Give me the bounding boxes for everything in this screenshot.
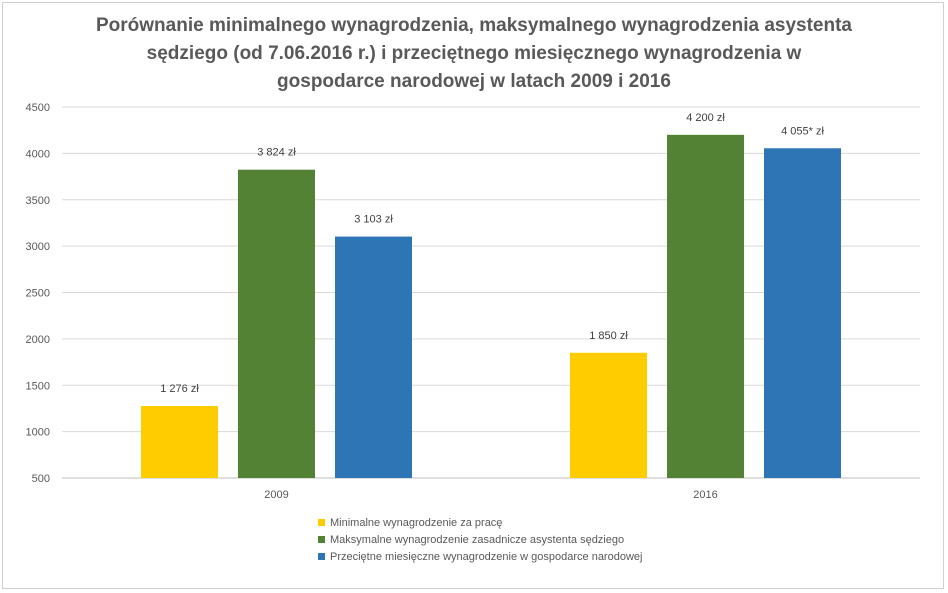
y-tick-label: 4500 bbox=[26, 102, 50, 114]
chart-title-line: Porównanie minimalnego wynagrodzenia, ma… bbox=[96, 15, 852, 36]
y-tick-label: 1500 bbox=[26, 380, 50, 392]
y-tick-label: 500 bbox=[32, 473, 50, 485]
data-label: 3 103 zł bbox=[354, 214, 393, 226]
x-category-label: 2009 bbox=[264, 489, 288, 501]
y-tick-label: 4000 bbox=[26, 148, 50, 160]
legend-swatch bbox=[318, 536, 325, 543]
data-label: 4 055* zł bbox=[781, 125, 824, 137]
y-tick-label: 3000 bbox=[26, 241, 50, 253]
bar-2016-series-2 bbox=[667, 134, 744, 478]
y-axis-ticks: 500 1000 1500 2000 2500 3000 3500 4000 4500 bbox=[26, 102, 50, 485]
bars bbox=[141, 134, 841, 478]
legend-item: Przeciętne miesięczne wynagrodzenie w go… bbox=[318, 548, 642, 565]
legend-swatch bbox=[318, 519, 325, 526]
bar-2016-series-1 bbox=[570, 352, 647, 478]
x-axis-categories: 2009 2016 bbox=[264, 489, 717, 501]
data-labels: 1 276 zł 3 824 zł 3 103 zł 1 850 zł 4 200 zł… bbox=[160, 112, 824, 395]
y-tick-label: 2500 bbox=[26, 288, 50, 300]
legend-swatch bbox=[318, 553, 325, 560]
legend-label: Minimalne wynagrodzenie za pracę bbox=[330, 516, 503, 529]
bar-2009-series-3 bbox=[335, 236, 412, 478]
chart-title: Porównanie minimalnego wynagrodzenia, ma… bbox=[40, 12, 908, 96]
bar-2009-series-1 bbox=[141, 406, 218, 478]
chart-title-line: gospodarce narodowej w latach 2009 i 201… bbox=[277, 71, 671, 92]
data-label: 1 850 zł bbox=[589, 330, 628, 342]
data-label: 1 276 zł bbox=[160, 383, 199, 395]
data-label: 3 824 zł bbox=[257, 147, 296, 159]
legend-item: Maksymalne wynagrodzenie zasadnicze asys… bbox=[318, 531, 642, 548]
y-tick-label: 1000 bbox=[26, 427, 50, 439]
y-tick-label: 3500 bbox=[26, 195, 50, 207]
bar-2009-series-2 bbox=[238, 169, 315, 478]
bar-2016-series-3 bbox=[764, 148, 841, 478]
y-tick-label: 2000 bbox=[26, 334, 50, 346]
x-category-label: 2016 bbox=[693, 489, 717, 501]
data-label: 4 200 zł bbox=[686, 112, 725, 124]
legend-label: Przeciętne miesięczne wynagrodzenie w go… bbox=[330, 550, 643, 563]
legend-item: Minimalne wynagrodzenie za pracę bbox=[318, 514, 642, 531]
legend-label: Maksymalne wynagrodzenie zasadnicze asys… bbox=[330, 533, 625, 546]
chart-title-line: sędziego (od 7.06.2016 r.) i przeciętneg… bbox=[146, 43, 802, 64]
legend: Minimalne wynagrodzenie za pracę Maksymal… bbox=[318, 514, 642, 565]
